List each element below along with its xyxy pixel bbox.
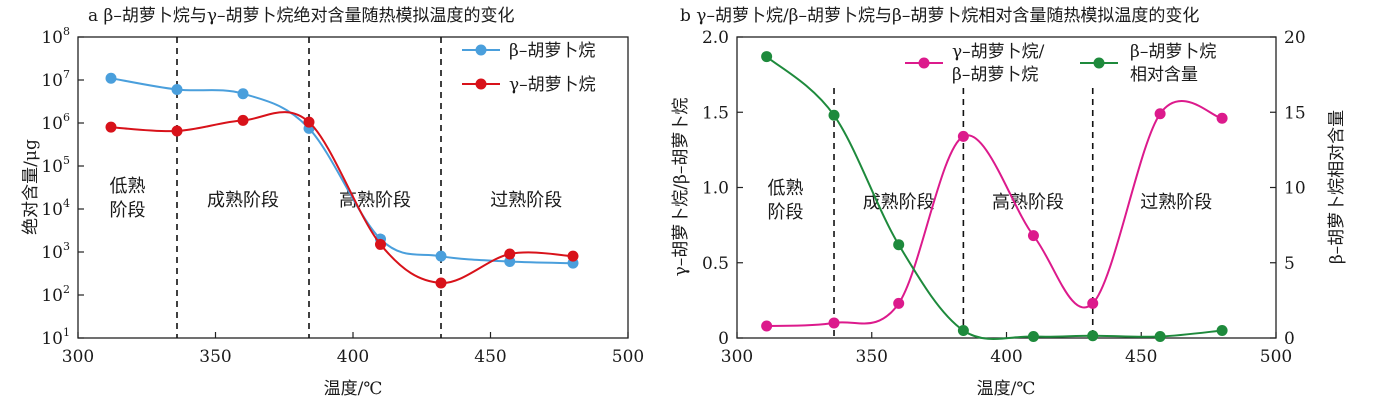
panel-b-x-axis-label: 温度/℃ — [977, 379, 1036, 399]
panel-a-data-point — [504, 248, 516, 260]
panel-b-data-point — [828, 109, 840, 121]
panel-b-x-tick-label: 400 — [990, 347, 1022, 367]
panel-b-data-point — [1216, 112, 1228, 124]
panel-a-y-tick-label: 102 — [41, 283, 70, 306]
panel-b-stage-label: 过熟阶段 — [1140, 192, 1212, 213]
panel-b-data-point — [1027, 230, 1039, 242]
panel-a-y-axis-label: 绝对含量/μg — [21, 139, 41, 235]
panel-b-y-tick-label: 0 — [718, 329, 729, 349]
panel-b-data-point — [828, 317, 840, 329]
panel-a-data-point — [237, 88, 249, 100]
panel-a-stage-label: 成熟阶段 — [207, 190, 279, 211]
panel-a-data-point — [567, 250, 579, 262]
panel-a-data-point — [237, 114, 249, 126]
panel-a-data-point — [303, 116, 315, 128]
legend-label-ratio-line2: β–胡萝卜烷 — [952, 65, 1038, 85]
panel-b-x-tick-label: 350 — [856, 347, 888, 367]
panel-b-data-point — [957, 324, 969, 336]
panel-a-y-tick-label: 101 — [41, 326, 70, 349]
panel-b-stage-label: 高熟阶段 — [992, 192, 1064, 213]
panel-a-data-point — [435, 277, 447, 289]
panel-a-x-tick-label: 350 — [199, 347, 231, 367]
legend-swatch-relative-marker — [1093, 57, 1105, 69]
panel-b-data-point — [761, 51, 773, 63]
panel-a-series-line-0 — [110, 77, 574, 265]
panel-a-stage-label: 阶段 — [110, 200, 146, 221]
panel-b-right-y-tick-label: 20 — [1284, 28, 1306, 48]
panel-a-series-line-1 — [110, 111, 574, 285]
panel-b-y-tick-label: 1.5 — [702, 103, 729, 123]
panel-b-stage-label: 阶段 — [768, 202, 804, 223]
panel-b-data-point — [1087, 297, 1099, 309]
legend-label-ratio-line1: γ–胡萝卜烷/ — [952, 42, 1045, 62]
panel-b-data-point — [893, 297, 905, 309]
panel-b-series-line-0 — [766, 100, 1223, 327]
panel-b-right-y-tick-label: 10 — [1284, 179, 1306, 199]
panel-b-right-y-tick-label: 5 — [1284, 254, 1295, 274]
panel-a-x-tick-label: 400 — [337, 347, 369, 367]
panel-b-data-point — [957, 130, 969, 142]
panel-b-data-point — [761, 320, 773, 332]
panel-a-x-tick-label: 500 — [612, 347, 644, 367]
panel-a-title: a β–胡萝卜烷与γ–胡萝卜烷绝对含量随热模拟温度的变化 — [88, 6, 515, 26]
panel-a-data-point — [375, 238, 386, 250]
panel-a-y-tick-label: 105 — [41, 154, 70, 177]
panel-a-data-point — [105, 72, 117, 84]
legend-label-relative-line1: β–胡萝卜烷 — [1130, 42, 1216, 62]
panel-b-right-y-tick-label: 0 — [1284, 329, 1295, 349]
panel-a-data-point — [171, 84, 183, 96]
legend-swatch-ratio-marker — [918, 57, 930, 69]
legend-swatch-beta-marker — [475, 44, 487, 56]
legend-label-relative-line2: 相对含量 — [1130, 65, 1198, 85]
panel-a-stage-label: 低熟 — [110, 176, 146, 197]
panel-b-y-axis-label: γ–胡萝卜烷/β–胡萝卜烷 — [671, 98, 691, 277]
panel-a-x-axis-label: 温度/℃ — [324, 379, 383, 399]
panel-b-data-point — [1087, 330, 1099, 342]
panel-a-data-point — [435, 250, 447, 262]
panel-a-x-tick-label: 450 — [474, 347, 506, 367]
panel-a-data-point — [504, 256, 516, 268]
panel-a-y-tick-label: 104 — [41, 197, 70, 220]
panel-b-data-point — [1154, 330, 1166, 342]
panel-b-data-point — [1216, 324, 1228, 336]
panel-a-y-tick-label: 107 — [41, 68, 70, 91]
panel-b-stage-label: 低熟 — [768, 178, 804, 199]
panel-b-x-tick-label: 450 — [1125, 347, 1157, 367]
panel-a-y-tick-label: 106 — [41, 111, 70, 134]
legend-swatch-gamma-marker — [475, 78, 487, 90]
panel-b-right-y-tick-label: 15 — [1284, 103, 1306, 123]
panel-a-stage-label: 过熟阶段 — [490, 190, 562, 211]
panel-a-y-tick-label: 103 — [41, 240, 70, 263]
panel-a: a β–胡萝卜烷与γ–胡萝卜烷绝对含量随热模拟温度的变化 300 350 400 45… — [21, 6, 644, 399]
panel-b-data-point — [893, 239, 905, 251]
panel-b: b γ–胡萝卜烷/β–胡萝卜烷与β–胡萝卜烷相对含量随热模拟温度的变化 300 3… — [671, 6, 1347, 399]
panel-b-x-tick-label: 300 — [721, 347, 753, 367]
panel-b-y-tick-label: 1.0 — [702, 179, 729, 199]
panel-a-data-point — [105, 121, 117, 133]
legend-label-gamma-carotane: γ–胡萝卜烷 — [509, 75, 596, 95]
panel-a-x-tick-label: 300 — [62, 347, 94, 367]
panel-b-data-point — [1154, 108, 1166, 120]
panel-a-legend: β–胡萝卜烷 γ–胡萝卜烷 — [462, 41, 596, 95]
panel-b-y-tick-label: 2.0 — [702, 28, 729, 48]
panel-b-data-point — [1027, 330, 1039, 342]
panel-b-x-tick-label: 500 — [1260, 347, 1292, 367]
panel-a-data-point — [171, 125, 183, 137]
panel-b-legend: γ–胡萝卜烷/ β–胡萝卜烷 β–胡萝卜烷 相对含量 — [905, 42, 1216, 85]
panel-b-y-tick-label: 0.5 — [702, 254, 729, 274]
panel-b-y-axis-label-right: β–胡萝卜烷相对含量 — [1327, 110, 1347, 264]
panel-b-title: b γ–胡萝卜烷/β–胡萝卜烷与β–胡萝卜烷相对含量随热模拟温度的变化 — [680, 6, 1199, 26]
legend-label-beta-carotane: β–胡萝卜烷 — [509, 41, 595, 61]
panel-a-y-tick-label: 108 — [41, 25, 70, 48]
